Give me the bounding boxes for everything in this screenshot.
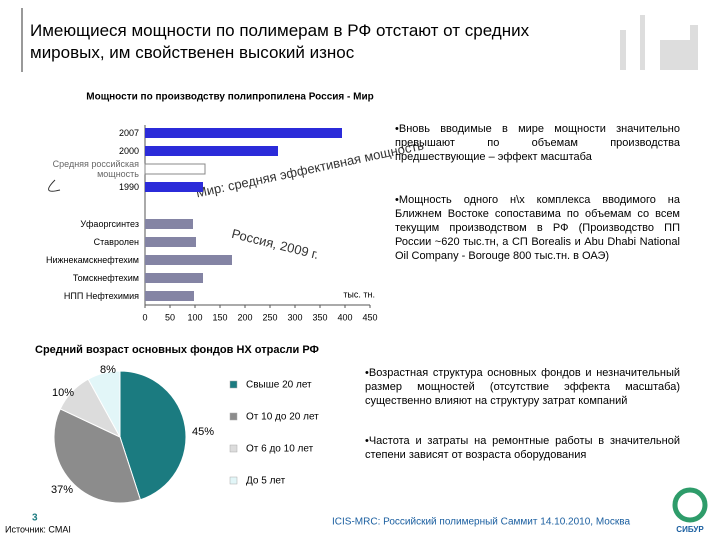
y-tick-label: Томскнефтехим bbox=[72, 273, 139, 283]
y-tick-label: Ставролен bbox=[93, 237, 139, 247]
legend-swatch bbox=[229, 380, 238, 389]
source: Источник: CMAI bbox=[5, 524, 71, 534]
footer: ICIS-MRC: Российский полимерный Саммит 1… bbox=[332, 517, 630, 528]
x-tick-label: 300 bbox=[287, 312, 302, 322]
x-tick-label: 50 bbox=[165, 312, 175, 322]
legend-label: Свыше 20 лет bbox=[246, 380, 312, 391]
x-tick-label: 200 bbox=[237, 312, 252, 322]
logo: СИБУР bbox=[676, 525, 704, 534]
bar bbox=[144, 163, 206, 175]
bullet: •Мощность одного н\х комплекса вводимого… bbox=[395, 194, 680, 262]
bar bbox=[145, 255, 232, 265]
x-tick-label: 350 bbox=[312, 312, 327, 322]
bar bbox=[145, 273, 203, 283]
unit-label: тыс. тн. bbox=[343, 289, 375, 299]
bar bbox=[145, 219, 193, 229]
arrow bbox=[48, 179, 61, 192]
bar bbox=[145, 182, 203, 192]
bar bbox=[145, 291, 194, 301]
y-tick-label: 1990 bbox=[118, 182, 139, 192]
x-tick-label: 250 bbox=[262, 312, 277, 322]
x-tick-label: 150 bbox=[212, 312, 227, 322]
plant-silhouette bbox=[620, 15, 698, 70]
pie-slice bbox=[119, 370, 187, 501]
pie-slice bbox=[53, 408, 142, 504]
logo-mark bbox=[672, 487, 708, 523]
annotation: Россия, 2009 г. bbox=[230, 226, 320, 262]
bar bbox=[145, 128, 342, 138]
y-tick-label: 2007 bbox=[118, 128, 139, 138]
y-tick-label: Нижнекамскнефтехим bbox=[45, 255, 139, 265]
x-tick-label: 0 bbox=[142, 312, 147, 322]
data-label: 10% bbox=[52, 387, 74, 399]
bullet: •Частота и затраты на ремонтные работы в… bbox=[365, 435, 680, 461]
bar bbox=[145, 237, 196, 247]
y-tick-label: 2000 bbox=[118, 146, 139, 156]
bar bbox=[145, 146, 278, 156]
data-label: 45% bbox=[192, 426, 214, 438]
x-tick-label: 400 bbox=[337, 312, 352, 322]
y-tick-label: НПП Нефтехимия bbox=[63, 291, 139, 301]
x-tick-label: 100 bbox=[187, 312, 202, 322]
data-label: 37% bbox=[51, 484, 73, 496]
legend-swatch bbox=[229, 412, 238, 421]
bullet: •Вновь вводимые в мире мощности значител… bbox=[395, 123, 680, 163]
data-label: 8% bbox=[100, 364, 116, 376]
bullet: •Возрастная структура основных фондов и … bbox=[365, 367, 680, 407]
pie-slice bbox=[87, 370, 121, 438]
slide-title: Имеющиеся мощности по полимерам в РФ отс… bbox=[30, 21, 530, 62]
y-tick-label: Уфаоргсинтез bbox=[80, 219, 139, 229]
legend-label: От 6 до 10 лет bbox=[246, 444, 314, 455]
legend-swatch bbox=[229, 444, 238, 453]
legend-swatch bbox=[229, 476, 238, 485]
legend-label: До 5 лет bbox=[246, 476, 286, 487]
page-number: 3 bbox=[32, 513, 38, 524]
y-tick-label: Средняя российская мощность bbox=[52, 159, 139, 179]
x-tick-label: 450 bbox=[362, 312, 377, 322]
pie-chart-title: Средний возраст основных фондов НХ отрас… bbox=[35, 344, 319, 356]
bar-chart-title: Мощности по производству полипропилена Р… bbox=[86, 92, 373, 103]
legend-label: От 10 до 20 лет bbox=[246, 412, 319, 423]
